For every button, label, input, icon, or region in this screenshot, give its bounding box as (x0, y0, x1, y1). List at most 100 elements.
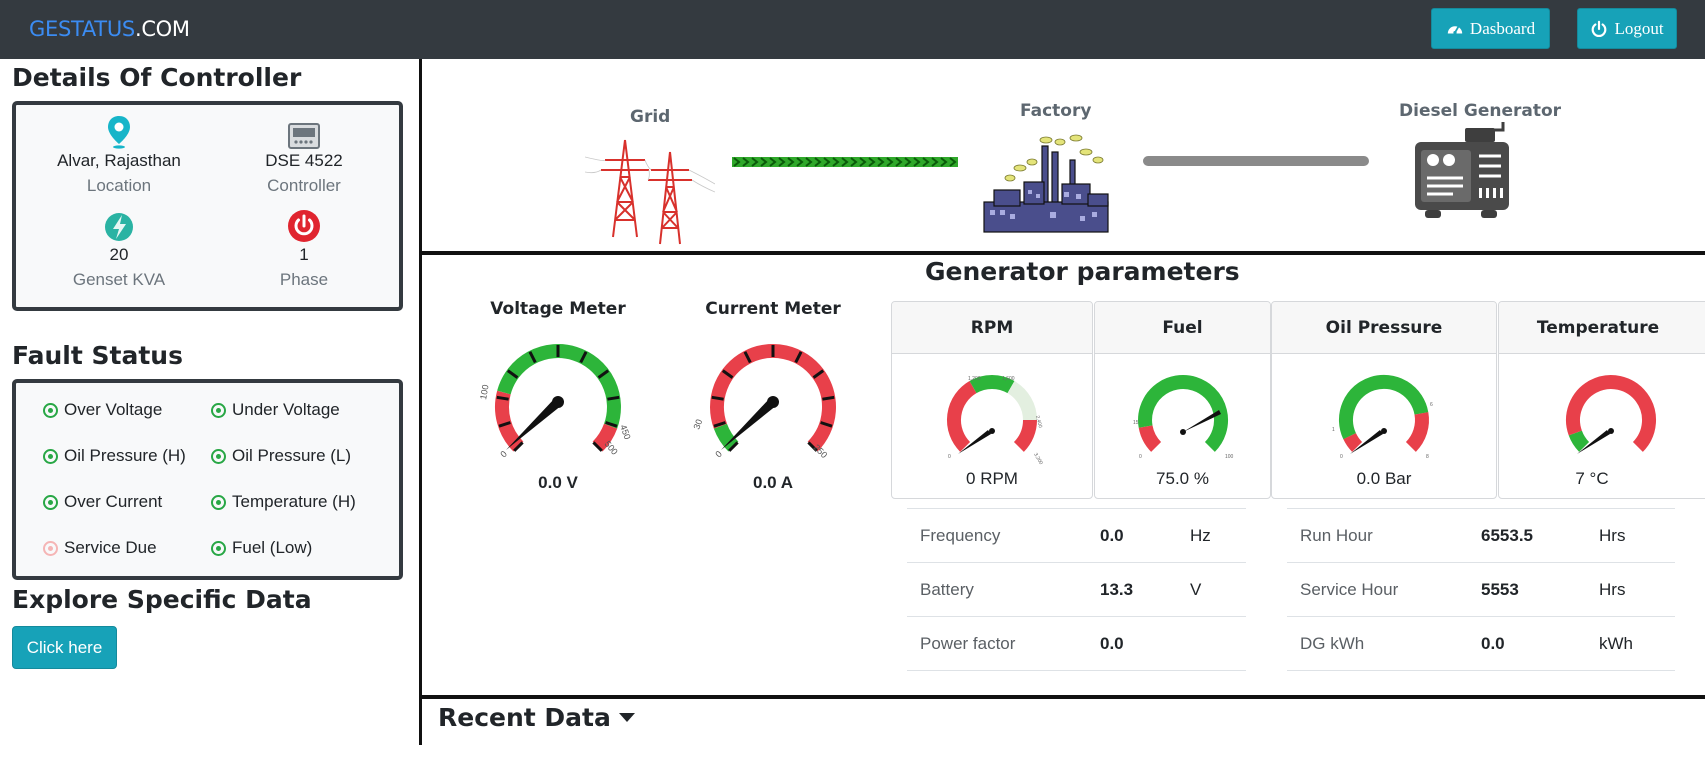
svg-text:1,600: 1,600 (1002, 376, 1015, 382)
current-meter-title: Current Meter (705, 299, 841, 319)
logout-button[interactable]: Logout (1577, 8, 1677, 49)
diesel-generator-label: Diesel Generator (1399, 101, 1562, 121)
fault-status-box: Over Voltage Under Voltage Oil Pressure … (12, 379, 403, 580)
table-row: Battery 13.3 V (907, 562, 1246, 617)
fuel-card-title: Fuel (1095, 302, 1270, 354)
table-row: Power factor 0.0 (907, 616, 1246, 671)
flow-chevron (895, 157, 903, 167)
divider-recent (422, 695, 1705, 699)
phase-cell: 1 Phase (214, 207, 394, 290)
gauge-tick (605, 421, 618, 428)
status-ok-icon (211, 448, 226, 464)
status-inactive-icon (43, 540, 58, 556)
brand-part2: .COM (134, 17, 190, 41)
status-ok-icon (43, 494, 58, 510)
svg-text:15: 15 (1133, 420, 1139, 426)
status-ok-icon (211, 402, 226, 418)
voltage-tick-0: 0 (498, 449, 509, 460)
current-gauge: 0 30 250 (693, 344, 836, 460)
flow-chevron (931, 157, 939, 167)
divider-flow (422, 251, 1705, 255)
genset-kva-value: 20 (109, 245, 129, 264)
fault-oil-pressure-high: Oil Pressure (H) (43, 446, 186, 466)
controller-details-box: Alvar, Rajasthan Location DSE 4522 Contr… (12, 101, 403, 311)
fault-fuel-low: Fuel (Low) (211, 538, 312, 558)
location-label: Location (86, 176, 152, 195)
gauge-tick (607, 395, 620, 401)
svg-text:0: 0 (948, 454, 951, 460)
caret-down-icon (618, 713, 635, 722)
temperature-gauge (1566, 375, 1657, 454)
svg-text:2,400: 2,400 (1034, 415, 1043, 429)
genset-kva-label: Genset KVA (72, 270, 166, 289)
table-row: Service Hour 5553 Hrs (1287, 562, 1675, 617)
flow-chevron (949, 157, 957, 167)
status-ok-icon (43, 402, 58, 418)
navbar: GESTATUS.COM Dasboard Logout (0, 0, 1705, 59)
click-here-button[interactable]: Click here (12, 626, 117, 669)
lightning-bolt-icon (105, 213, 133, 241)
table-row: DG kWh 0.0 kWh (1287, 616, 1675, 671)
flow-chevron (877, 157, 885, 167)
flow-chevron (814, 157, 822, 167)
controller-label: Controller (267, 176, 341, 195)
gauge-tick (812, 369, 825, 379)
temperature-value: 7 °C (1575, 469, 1609, 488)
fuel-card: Fuel 0 15 100 75.0 % (1094, 301, 1271, 499)
svg-text:1,200: 1,200 (968, 376, 981, 382)
status-ok-icon (43, 448, 58, 464)
svg-text:6: 6 (1430, 402, 1433, 408)
power-icon (288, 210, 320, 242)
voltage-tick-450: 450 (618, 423, 633, 441)
generator-power-flow-line (1143, 156, 1369, 166)
oil-pressure-card-title: Oil Pressure (1272, 302, 1496, 354)
grid-power-flow-line (732, 157, 958, 167)
recent-data-toggle[interactable]: Recent Data (438, 703, 635, 732)
gauge-tick (721, 369, 734, 379)
flow-chevron (859, 157, 867, 167)
speedometer-icon (1447, 25, 1463, 34)
temperature-card: Temperature 7 °C (1498, 301, 1705, 499)
flow-chevron (796, 157, 804, 167)
phase-label: Phase (279, 270, 329, 289)
svg-text:0: 0 (1139, 454, 1142, 460)
controller-heading: Details Of Controller (12, 63, 302, 92)
fault-heading: Fault Status (12, 341, 183, 370)
fault-temperature-high: Temperature (H) (211, 492, 356, 512)
flow-chevron (940, 157, 948, 167)
rpm-value: 0 RPM (966, 469, 1018, 488)
brand-logo[interactable]: GESTATUS.COM (29, 17, 190, 41)
gauge-tick (728, 441, 739, 452)
rpm-card: RPM 0 1,200 1,600 2,400 3,200 0 RPM (891, 301, 1093, 499)
gauge-tick (597, 369, 610, 379)
flow-chevron (922, 157, 930, 167)
svg-text:100: 100 (1225, 454, 1234, 460)
svg-text:0: 0 (1340, 454, 1343, 460)
fault-oil-pressure-low: Oil Pressure (L) (211, 446, 351, 466)
dashboard-button[interactable]: Dasboard (1431, 8, 1550, 49)
factory-label: Factory (1020, 101, 1092, 121)
oil-pressure-card: Oil Pressure 0 1 6 8 0.0 Bar (1271, 301, 1497, 499)
brand-part1: GESTATUS (29, 17, 135, 41)
gauge-tick (713, 421, 726, 428)
gauge-tick (822, 395, 835, 401)
genset-kva-cell: 20 Genset KVA (29, 207, 209, 290)
gauge-tick (498, 421, 511, 428)
current-needle (721, 398, 777, 450)
controller-device-icon (288, 123, 320, 149)
flow-chevron (913, 157, 921, 167)
current-tick-30: 30 (693, 418, 704, 431)
fault-over-voltage: Over Voltage (43, 400, 162, 420)
gauge-tick (794, 351, 803, 364)
flow-chevron (733, 157, 741, 167)
gauge-tick (496, 395, 509, 401)
flow-chevron (769, 157, 777, 167)
voltage-tick-100: 100 (478, 384, 490, 401)
location-cell: Alvar, Rajasthan Location (29, 113, 209, 196)
flow-chevron (850, 157, 858, 167)
oil-pressure-value: 0.0 Bar (1356, 469, 1412, 488)
oil-pressure-gauge: 0 1 6 8 (1332, 374, 1433, 460)
gauge-tick (807, 441, 818, 452)
flow-chevron (778, 157, 786, 167)
fuel-value: 75.0 % (1156, 469, 1209, 488)
